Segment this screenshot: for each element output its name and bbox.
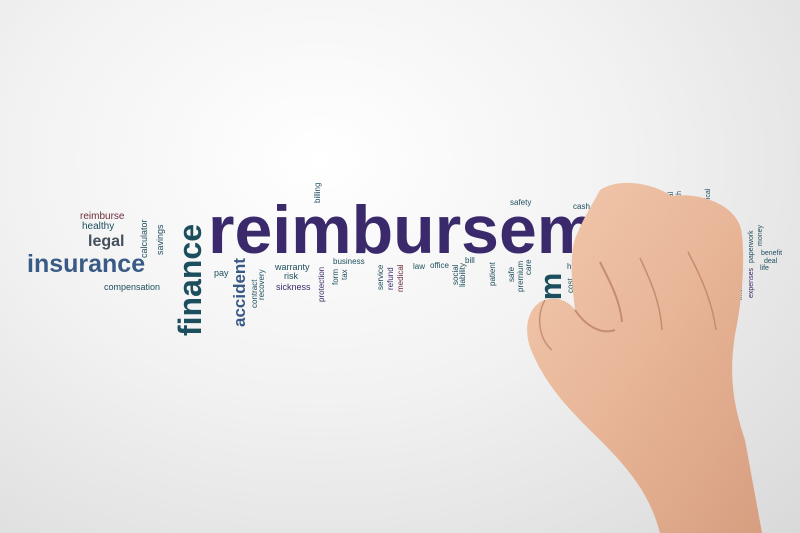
word-pay: pay bbox=[214, 268, 229, 278]
word-risk: risk bbox=[284, 271, 298, 281]
word-safety: safety bbox=[510, 198, 532, 207]
word-insurance: insurance bbox=[27, 250, 146, 278]
hand-skin bbox=[527, 182, 762, 533]
word-deal: deal bbox=[764, 258, 778, 265]
word-office: office bbox=[430, 261, 449, 270]
word-reimburse: reimburse bbox=[80, 211, 125, 222]
word-law: law bbox=[413, 262, 426, 271]
word-compensation: compensation bbox=[104, 282, 161, 292]
word-healthy: healthy bbox=[82, 221, 115, 232]
word-business: business bbox=[333, 257, 365, 266]
word-legal: legal bbox=[88, 233, 125, 250]
word-cash: cash bbox=[573, 202, 590, 211]
word-bill: bill bbox=[465, 256, 475, 265]
word-warranty: warranty bbox=[275, 262, 310, 272]
word-life: life bbox=[760, 265, 769, 272]
word-benefit: benefit bbox=[761, 250, 783, 257]
word-sickness: sickness bbox=[276, 282, 311, 292]
